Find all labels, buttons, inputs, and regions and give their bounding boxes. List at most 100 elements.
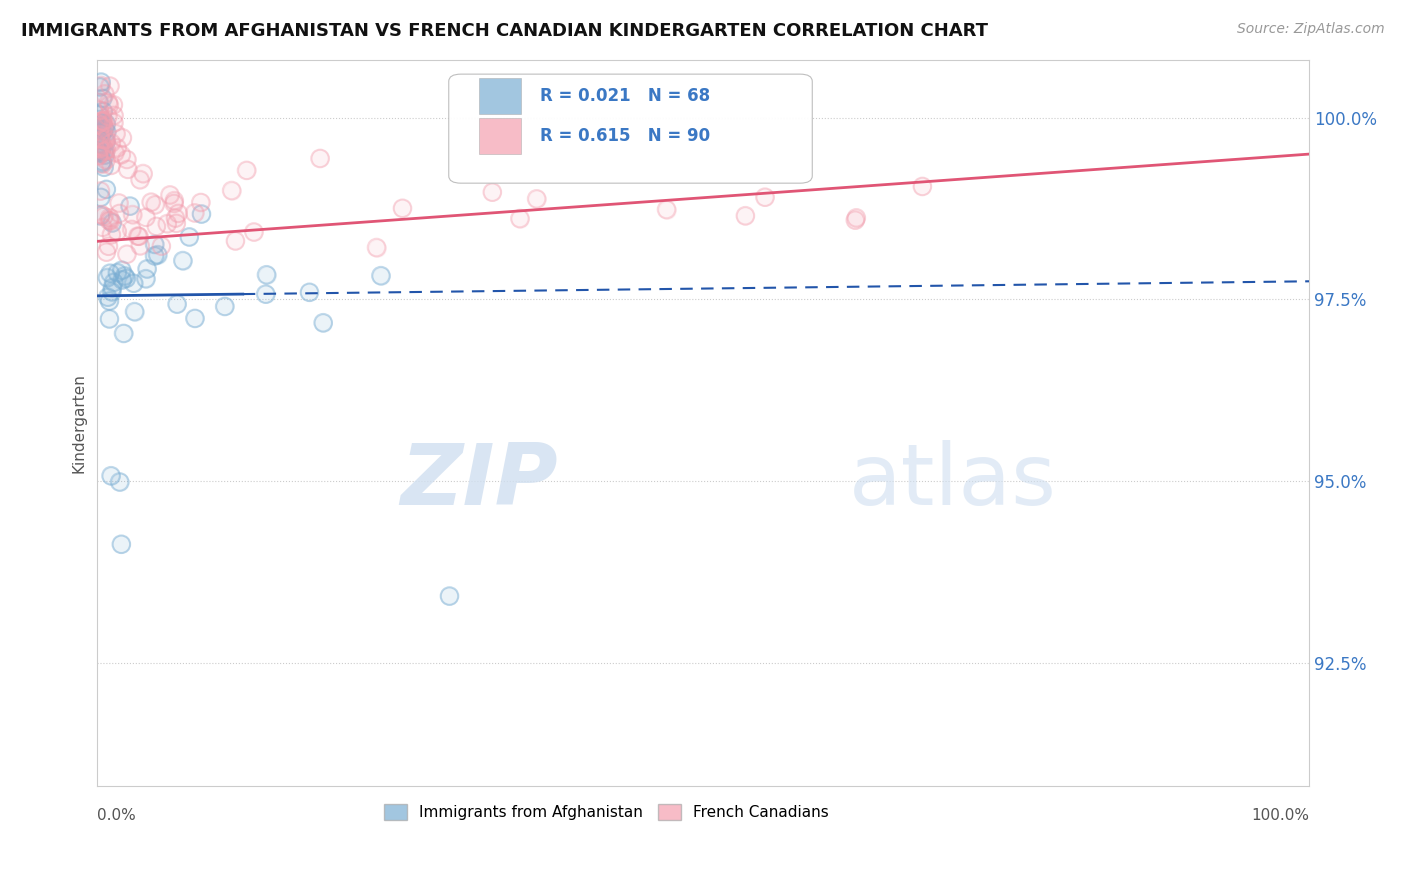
Point: [94, 153, 117, 167]
Point: [115, 247, 138, 261]
Point: [91, 104, 114, 119]
Point: [183, 206, 205, 220]
Point: [90, 75, 112, 89]
Point: [143, 198, 166, 212]
Point: [90, 207, 112, 221]
Point: [96, 125, 118, 139]
Point: [90, 132, 112, 146]
Point: [89, 103, 111, 118]
Point: [91, 116, 114, 130]
Point: [90, 75, 112, 89]
Point: [89, 209, 111, 223]
Point: [87, 144, 110, 158]
Point: [96, 245, 118, 260]
Point: [172, 253, 194, 268]
Point: [184, 311, 207, 326]
Point: [93, 120, 115, 135]
Point: [156, 217, 179, 231]
Point: [91, 220, 114, 235]
Point: [93, 210, 115, 224]
Point: [655, 202, 678, 217]
Point: [91, 139, 114, 153]
Point: [96, 117, 118, 131]
Point: [105, 225, 128, 239]
Point: [844, 213, 866, 227]
Point: [911, 179, 934, 194]
Point: [165, 211, 187, 225]
Point: [121, 222, 143, 236]
Point: [98, 266, 121, 280]
Point: [94, 148, 117, 162]
Point: [100, 158, 122, 172]
Point: [89, 136, 111, 151]
Point: [136, 261, 159, 276]
Point: [90, 114, 112, 128]
Point: [135, 211, 157, 225]
Point: [98, 98, 121, 112]
Point: [97, 95, 120, 110]
Point: [100, 468, 122, 483]
Point: [111, 273, 134, 287]
Point: [105, 266, 128, 280]
Point: [98, 211, 121, 225]
Point: [235, 163, 257, 178]
Point: [97, 109, 120, 123]
Text: 100.0%: 100.0%: [1251, 808, 1309, 823]
Point: [91, 125, 114, 139]
Point: [97, 290, 120, 304]
Point: [89, 128, 111, 142]
Point: [190, 195, 212, 210]
Point: [128, 229, 150, 244]
Point: [167, 206, 190, 220]
Point: [146, 247, 169, 261]
Point: [90, 119, 112, 133]
Point: [391, 202, 413, 216]
Point: [91, 114, 114, 128]
Point: [97, 109, 120, 123]
Point: [159, 187, 181, 202]
Point: [117, 162, 139, 177]
Point: [184, 311, 207, 326]
Point: [97, 213, 120, 227]
Point: [165, 211, 187, 225]
Point: [100, 158, 122, 172]
Point: [183, 206, 205, 220]
Point: [97, 239, 120, 253]
Point: [90, 207, 112, 221]
Point: [105, 127, 128, 141]
Point: [111, 263, 134, 277]
Point: [89, 145, 111, 159]
Point: [91, 91, 114, 105]
Point: [100, 136, 122, 150]
Point: [167, 206, 190, 220]
Point: [94, 148, 117, 162]
Point: [90, 119, 112, 133]
Point: [100, 227, 122, 242]
Point: [91, 114, 114, 128]
Point: [97, 213, 120, 227]
Point: [481, 185, 503, 199]
Point: [90, 190, 112, 204]
Point: [190, 195, 212, 210]
Point: [89, 116, 111, 130]
FancyBboxPatch shape: [449, 74, 813, 183]
Text: Source: ZipAtlas.com: Source: ZipAtlas.com: [1237, 22, 1385, 37]
Point: [94, 144, 117, 158]
Point: [91, 154, 114, 169]
Point: [89, 145, 111, 159]
Point: [93, 120, 115, 135]
Point: [172, 253, 194, 268]
Point: [159, 187, 181, 202]
Point: [111, 130, 134, 145]
Point: [94, 144, 117, 158]
Point: [103, 276, 125, 290]
Point: [145, 219, 167, 234]
Text: 0.0%: 0.0%: [97, 808, 136, 823]
Point: [90, 78, 112, 93]
Point: [93, 87, 115, 101]
Point: [89, 136, 111, 151]
Point: [100, 213, 122, 227]
Point: [103, 97, 125, 112]
Point: [156, 217, 179, 231]
Point: [115, 271, 138, 285]
